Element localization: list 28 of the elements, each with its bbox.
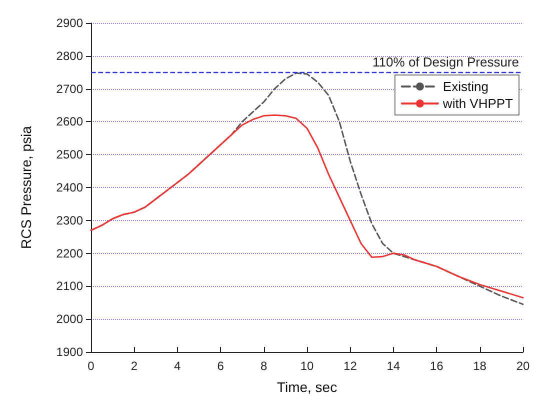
y-tick-label: 2000: [56, 312, 84, 326]
x-tick-label: 12: [344, 359, 358, 373]
y-tick-label: 2300: [56, 213, 84, 228]
y-tick-label: 2100: [56, 279, 84, 294]
y-tick-label: 2800: [56, 48, 84, 63]
y-tick-label: 2600: [56, 114, 84, 129]
x-tick-label: 20: [516, 359, 530, 373]
legend-label: with VHPPT: [442, 96, 514, 111]
x-tick-label: 14: [386, 359, 400, 373]
ref-line-label: 110% of Design Pressure: [372, 54, 519, 70]
x-tick-label: 8: [260, 359, 268, 373]
x-tick-label: 2: [130, 359, 138, 373]
x-tick-label: 4: [174, 359, 182, 373]
line-series: [90, 114, 524, 298]
x-tick-label: 16: [430, 359, 444, 373]
x-tick-label: 10: [300, 359, 314, 373]
legend-label: Existing: [442, 79, 488, 94]
y-tick-label: 2200: [56, 246, 84, 260]
y-tick-label: 2400: [56, 180, 84, 194]
y-tick-label: 2500: [56, 148, 84, 162]
x-axis-title: Time, sec: [276, 379, 338, 395]
x-tick-label: 18: [473, 359, 487, 373]
y-axis-title: RCS Pressure, psia: [18, 126, 34, 249]
x-tick-label: 6: [217, 359, 224, 373]
y-tick-label: 2900: [56, 16, 84, 30]
y-tick-label: 2700: [56, 82, 84, 96]
x-tick-label: 0: [88, 359, 95, 373]
y-tick-label: 1900: [56, 345, 84, 359]
